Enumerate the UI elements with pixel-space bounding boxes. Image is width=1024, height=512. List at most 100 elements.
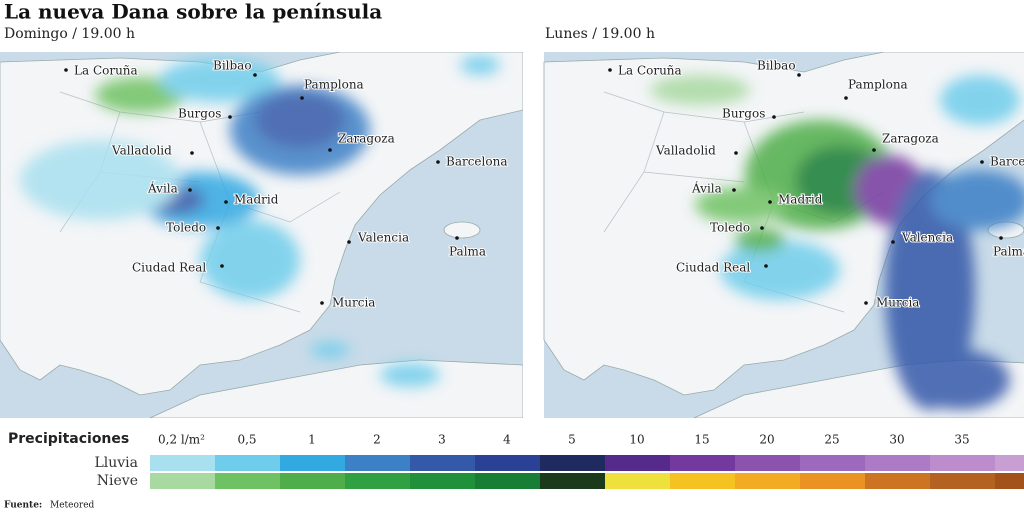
legend-swatch [150,455,215,471]
city-dot [844,96,848,100]
legend-tick: 30 [889,433,904,447]
city-label: Bilbao [757,59,796,73]
legend-swatch [930,455,995,471]
city-label: Palma [993,245,1024,259]
city-label: Madrid [778,193,823,207]
city-label: Ciudad Real [132,261,206,275]
legend-swatch [670,473,735,489]
legend-swatch [280,473,345,489]
city-dot [300,96,304,100]
city-label: La Coruña [74,64,138,78]
city-label: Pamplona [304,78,364,92]
city-dot [188,188,192,192]
city-dot [872,148,876,152]
city-label: Madrid [234,193,279,207]
city-dot [768,200,772,204]
city-label: Valencia [901,231,953,245]
city-dot [608,68,612,72]
legend-swatch [800,455,865,471]
city-dot [760,226,764,230]
city-label: Pamplona [848,78,908,92]
legend-tick: 5 [568,433,576,447]
city-label: Burgos [178,107,221,121]
legend-swatch [475,455,540,471]
city-label: Zaragoza [338,132,395,146]
city-dot [732,188,736,192]
city-dot [228,115,232,119]
legend-swatch [800,473,865,489]
legend-swatch [865,455,930,471]
legend-row-label: Nieve [97,473,138,489]
legend-tick: 20 [759,433,774,447]
legend-swatch [735,455,800,471]
city-dot [864,301,868,305]
city-label: Ávila [691,181,722,196]
legend-tick: 1 [308,433,316,447]
city-dot [999,236,1003,240]
legend-title: Precipitaciones [8,431,129,447]
legend-swatch [475,473,540,489]
legend-swatch [345,455,410,471]
city-dot [797,73,801,77]
city-label: Barcelona [990,155,1024,169]
city-dot [320,301,324,305]
city-label: Barcelona [446,155,507,169]
city-label: Toledo [166,221,206,235]
legend-tick: 10 [629,433,644,447]
legend-swatch [540,473,605,489]
map-monday: La Coruña Bilbao Pamplona Burgos Zaragoza Bar… [543,52,1024,418]
legend-swatch [735,473,800,489]
legend-swatch [865,473,930,489]
legend-tick: 0,2 l/m² [158,433,205,447]
legend-swatch [345,473,410,489]
city-label: Valladolid [111,144,172,158]
city-dot [64,68,68,72]
city-dot [190,151,194,155]
city-label: Burgos [722,107,765,121]
legend-swatch [150,473,215,489]
city-label: Ávila [147,181,178,196]
legend-swatch [410,473,475,489]
legend-row-label: Lluvia [94,455,138,471]
legend-tick: 15 [694,433,709,447]
map-label: Lunes / 19.00 h [545,26,655,42]
city-dot [224,200,228,204]
legend-swatch [930,473,995,489]
legend-tick: 4 [503,433,511,447]
city-dot [220,264,224,268]
legend-tick: 35 [954,433,969,447]
map-label: Domingo / 19.00 h [4,26,135,42]
city-label: Palma [449,245,486,259]
city-label: Ciudad Real [676,261,750,275]
city-dot [891,240,895,244]
city-dot [436,160,440,164]
legend-swatch [410,455,475,471]
city-label: Zaragoza [882,132,939,146]
city-dot [764,264,768,268]
legend-swatch [995,473,1024,489]
title: La nueva Dana sobre la península [4,0,382,24]
legend-swatch [215,473,280,489]
city-label: Toledo [710,221,750,235]
city-label: Valencia [357,231,409,245]
city-dot [347,240,351,244]
legend-swatch [995,455,1024,471]
source: Meteored [50,501,95,511]
legend-swatch [605,473,670,489]
city-label: Valladolid [655,144,716,158]
city-dot [253,73,257,77]
legend-tick: 25 [824,433,839,447]
city-dot [734,151,738,155]
map-sunday: La Coruña Bilbao Pamplona Burgos Zaragoza Bar… [0,52,523,418]
legend-swatch [540,455,605,471]
legend-swatch [670,455,735,471]
source-label: Fuente: [4,501,42,511]
legend-swatch [280,455,345,471]
city-label: La Coruña [618,64,682,78]
city-label: Bilbao [213,59,252,73]
legend-swatch [215,455,280,471]
city-label: Murcia [876,296,919,310]
legend-tick: 3 [438,433,446,447]
legend-swatch [605,455,670,471]
